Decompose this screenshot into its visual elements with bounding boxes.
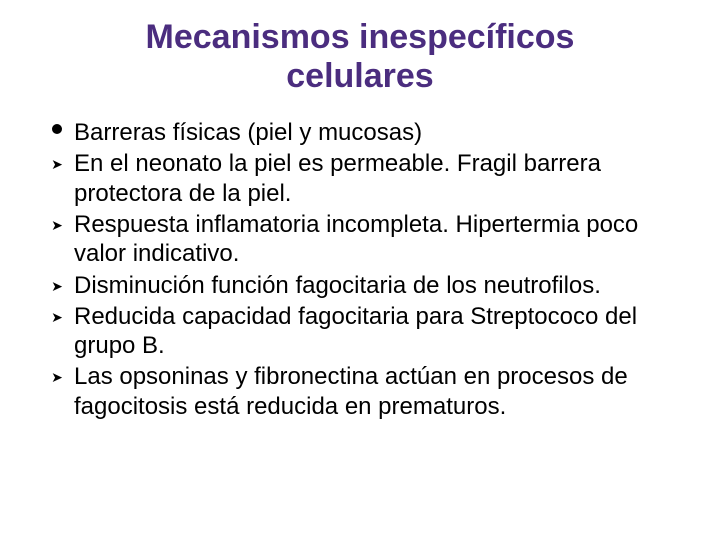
list-item: ➤ En el neonato la piel es permeable. Fr… (40, 149, 680, 208)
list-item: ➤ Respuesta inflamatoria incompleta. Hip… (40, 210, 680, 269)
list-item: ➤ Las opsoninas y fibronectina actúan en… (40, 362, 680, 421)
bullet-arrow-icon: ➤ (40, 149, 74, 171)
bullet-arrow-icon: ➤ (40, 210, 74, 232)
list-item: ➤ Disminución función fagocitaria de los… (40, 271, 680, 300)
list-item: ➤ Reducida capacidad fagocitaria para St… (40, 302, 680, 361)
bullet-arrow-icon: ➤ (40, 302, 74, 324)
bullet-dot-icon (40, 118, 74, 134)
bullet-arrow-icon: ➤ (40, 362, 74, 384)
list-item: Barreras físicas (piel y mucosas) (40, 118, 680, 147)
list-item-text: Las opsoninas y fibronectina actúan en p… (74, 362, 680, 421)
slide-title: Mecanismos inespecíficos celulares (0, 0, 720, 96)
slide-body: Barreras físicas (piel y mucosas) ➤ En e… (0, 96, 720, 421)
title-line-2: celulares (286, 57, 433, 95)
bullet-list: Barreras físicas (piel y mucosas) ➤ En e… (40, 118, 680, 421)
slide: Mecanismos inespecíficos celulares Barre… (0, 0, 720, 540)
title-line-1: Mecanismos inespecíficos (146, 18, 575, 56)
list-item-text: Disminución función fagocitaria de los n… (74, 271, 680, 300)
list-item-text: Respuesta inflamatoria incompleta. Hiper… (74, 210, 680, 269)
list-item-text: En el neonato la piel es permeable. Frag… (74, 149, 680, 208)
bullet-arrow-icon: ➤ (40, 271, 74, 293)
list-item-text: Barreras físicas (piel y mucosas) (74, 118, 680, 147)
list-item-text: Reducida capacidad fagocitaria para Stre… (74, 302, 680, 361)
